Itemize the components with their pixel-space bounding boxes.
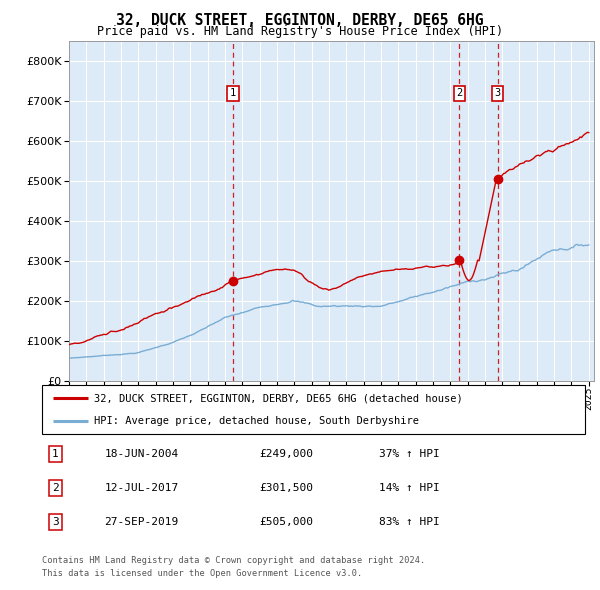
- Text: 14% ↑ HPI: 14% ↑ HPI: [379, 483, 439, 493]
- Text: This data is licensed under the Open Government Licence v3.0.: This data is licensed under the Open Gov…: [42, 569, 362, 578]
- Text: 1: 1: [52, 449, 59, 459]
- Text: 32, DUCK STREET, EGGINTON, DERBY, DE65 6HG (detached house): 32, DUCK STREET, EGGINTON, DERBY, DE65 6…: [94, 394, 463, 404]
- Text: Contains HM Land Registry data © Crown copyright and database right 2024.: Contains HM Land Registry data © Crown c…: [42, 556, 425, 565]
- Text: 2: 2: [456, 88, 463, 98]
- FancyBboxPatch shape: [42, 385, 585, 434]
- Text: £505,000: £505,000: [259, 517, 313, 527]
- Text: 18-JUN-2004: 18-JUN-2004: [104, 449, 179, 459]
- Text: 32, DUCK STREET, EGGINTON, DERBY, DE65 6HG: 32, DUCK STREET, EGGINTON, DERBY, DE65 6…: [116, 13, 484, 28]
- Text: 3: 3: [52, 517, 59, 527]
- Text: 83% ↑ HPI: 83% ↑ HPI: [379, 517, 439, 527]
- Text: 3: 3: [494, 88, 501, 98]
- Text: £301,500: £301,500: [259, 483, 313, 493]
- Text: HPI: Average price, detached house, South Derbyshire: HPI: Average price, detached house, Sout…: [94, 415, 419, 425]
- Text: 12-JUL-2017: 12-JUL-2017: [104, 483, 179, 493]
- Text: 37% ↑ HPI: 37% ↑ HPI: [379, 449, 439, 459]
- Text: 1: 1: [230, 88, 236, 98]
- Text: 27-SEP-2019: 27-SEP-2019: [104, 517, 179, 527]
- Text: £249,000: £249,000: [259, 449, 313, 459]
- Text: 2: 2: [52, 483, 59, 493]
- Text: Price paid vs. HM Land Registry's House Price Index (HPI): Price paid vs. HM Land Registry's House …: [97, 25, 503, 38]
